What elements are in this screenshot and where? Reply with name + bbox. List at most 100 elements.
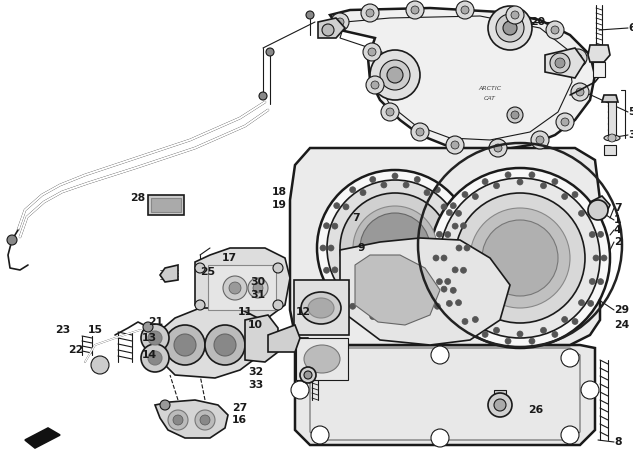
Circle shape [488,6,532,50]
Circle shape [579,210,584,216]
Text: 25: 25 [200,267,215,277]
Polygon shape [340,238,510,345]
Circle shape [441,255,447,261]
Circle shape [361,4,379,22]
Circle shape [336,18,344,26]
Circle shape [431,346,449,364]
Circle shape [160,400,170,410]
Circle shape [472,193,479,200]
Circle shape [363,43,381,61]
Circle shape [141,344,169,372]
Circle shape [334,287,340,294]
Text: 20: 20 [530,17,545,27]
Circle shape [552,179,558,185]
Circle shape [223,276,247,300]
Polygon shape [604,145,616,155]
Text: 26: 26 [528,405,543,415]
Text: 16: 16 [232,415,247,425]
Circle shape [494,183,499,189]
Circle shape [506,6,524,24]
Circle shape [205,325,245,365]
Circle shape [311,426,329,444]
Polygon shape [160,265,178,282]
Circle shape [505,172,511,178]
Text: 12: 12 [296,307,311,317]
Circle shape [381,182,387,188]
Bar [294,280,349,335]
Circle shape [433,255,439,261]
Text: 1: 1 [614,215,622,225]
Circle shape [349,303,356,309]
Polygon shape [245,315,278,362]
Text: 30: 30 [250,277,265,287]
Circle shape [327,180,463,316]
Circle shape [507,107,523,123]
Text: 32: 32 [248,367,263,377]
Circle shape [148,351,162,365]
Circle shape [572,191,578,198]
Circle shape [392,317,398,323]
Text: 28: 28 [130,193,145,203]
Text: 9: 9 [358,243,365,253]
Circle shape [200,415,210,425]
Polygon shape [290,148,600,345]
Circle shape [366,9,374,17]
Circle shape [392,173,398,179]
Circle shape [360,213,430,283]
Text: 14: 14 [142,350,157,360]
Circle shape [380,60,410,90]
Circle shape [174,334,196,356]
Circle shape [546,21,564,39]
Bar [296,338,348,380]
Circle shape [368,48,376,56]
Circle shape [482,220,558,296]
Ellipse shape [304,345,340,373]
Polygon shape [590,196,610,215]
Polygon shape [195,248,290,320]
Text: 31: 31 [250,290,265,300]
Circle shape [482,179,488,185]
Circle shape [556,113,574,131]
Circle shape [536,136,544,144]
Circle shape [587,300,594,306]
Circle shape [561,349,579,367]
Circle shape [7,235,17,245]
Circle shape [460,223,467,229]
Circle shape [587,209,594,216]
Circle shape [593,255,599,261]
Circle shape [414,177,420,182]
Polygon shape [545,48,585,78]
Circle shape [403,182,409,188]
Circle shape [445,231,451,238]
Polygon shape [318,18,345,38]
Circle shape [555,58,565,68]
Circle shape [195,410,215,430]
Circle shape [229,282,241,294]
Circle shape [529,338,535,344]
Circle shape [434,187,441,193]
Circle shape [306,11,314,19]
Circle shape [511,111,519,119]
Circle shape [452,267,458,273]
Circle shape [416,128,424,136]
Circle shape [332,223,338,229]
Circle shape [561,426,579,444]
Polygon shape [155,400,228,438]
Circle shape [450,287,456,294]
Circle shape [455,193,585,323]
Text: 13: 13 [142,333,157,343]
Circle shape [403,308,409,314]
Circle shape [470,208,570,308]
Circle shape [143,322,153,332]
Circle shape [300,367,316,383]
Text: 18: 18 [272,187,287,197]
Circle shape [450,203,456,209]
Circle shape [576,88,584,96]
Circle shape [323,223,330,229]
Circle shape [461,6,469,14]
Circle shape [328,245,334,251]
Circle shape [386,108,394,116]
Circle shape [589,278,595,285]
Text: 15: 15 [88,325,103,335]
Circle shape [320,245,326,251]
